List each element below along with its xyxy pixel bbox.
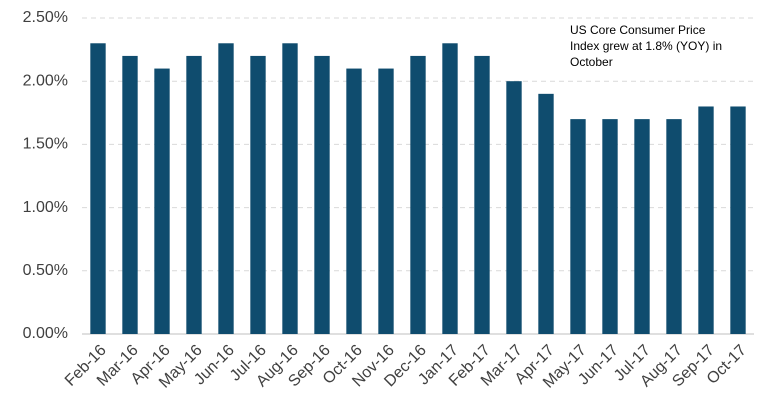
bar — [314, 55, 330, 335]
bar — [250, 55, 266, 335]
y-tick-label: 1.50% — [23, 136, 68, 153]
bar — [378, 68, 394, 334]
bar — [570, 119, 586, 335]
bar — [666, 119, 682, 335]
bar — [122, 55, 138, 335]
annotation: October — [570, 55, 613, 69]
y-tick-label: 2.00% — [23, 72, 68, 89]
bar — [474, 55, 490, 335]
y-tick-label: 0.00% — [23, 325, 68, 342]
bar — [346, 68, 362, 334]
bar — [698, 106, 714, 334]
bar — [282, 43, 298, 334]
bar — [154, 68, 170, 334]
y-tick-label: 2.50% — [23, 9, 68, 26]
bar — [730, 106, 746, 334]
bar — [506, 81, 522, 334]
bar — [602, 119, 618, 335]
y-tick-label: 0.50% — [23, 262, 68, 279]
bar — [218, 43, 234, 334]
bar — [634, 119, 650, 335]
y-tick-label: 1.00% — [23, 199, 68, 216]
bar — [442, 43, 458, 334]
annotation: Index grew at 1.8% (YOY) in — [570, 39, 722, 53]
bar — [538, 93, 554, 334]
bar — [410, 55, 426, 335]
bar — [90, 43, 106, 334]
annotation: US Core Consumer Price — [570, 23, 706, 37]
bar — [186, 55, 202, 335]
